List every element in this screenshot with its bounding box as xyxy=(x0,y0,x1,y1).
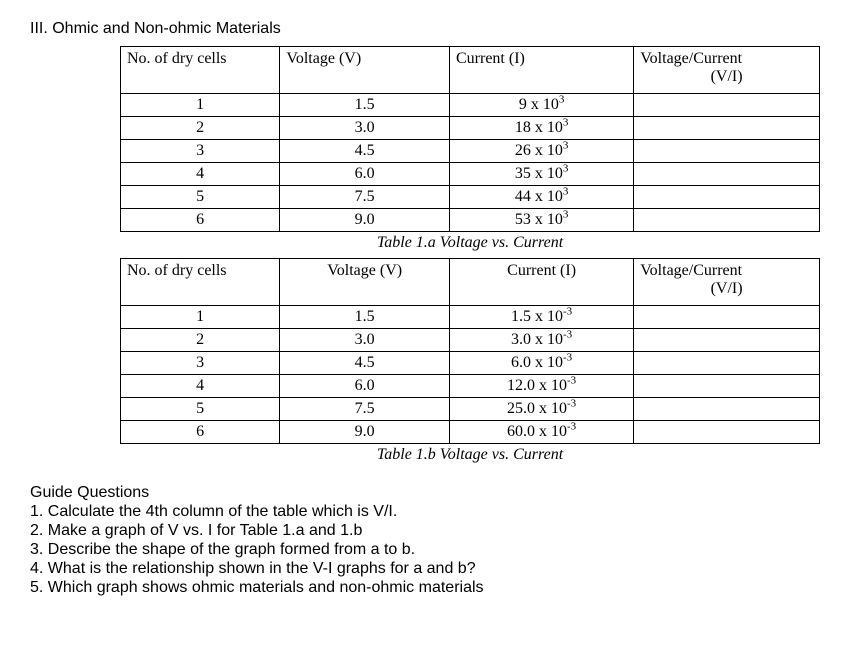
cell-v: 6.0 xyxy=(280,375,450,398)
cell-v: 1.5 xyxy=(280,306,450,329)
table-row: 3 4.5 26 x 103 xyxy=(121,140,820,163)
cell-i: 53 x 103 xyxy=(450,209,634,232)
col-header-vi: Voltage/Current (V/I) xyxy=(634,47,820,94)
cell-n: 1 xyxy=(121,306,280,329)
cell-n: 3 xyxy=(121,352,280,375)
guide-question-1: 1. Calculate the 4th column of the table… xyxy=(30,503,817,521)
cell-i: 18 x 103 xyxy=(450,117,634,140)
col-header-cells: No. of dry cells xyxy=(121,47,280,94)
cell-v: 6.0 xyxy=(280,163,450,186)
cell-i: 1.5 x 10-3 xyxy=(450,306,634,329)
table-row: 3 4.5 6.0 x 10-3 xyxy=(121,352,820,375)
vi-header-text: Voltage/Current xyxy=(640,50,742,67)
cell-v: 1.5 xyxy=(280,94,450,117)
vi-header-text: Voltage/Current xyxy=(640,262,742,279)
cell-v: 7.5 xyxy=(280,186,450,209)
cell-i: 35 x 103 xyxy=(450,163,634,186)
table-row: 1 1.5 9 x 103 xyxy=(121,94,820,117)
table-1a-header-row: No. of dry cells Voltage (V) Current (I)… xyxy=(121,47,820,94)
col-header-current: Current (I) xyxy=(450,47,634,94)
table-1a: No. of dry cells Voltage (V) Current (I)… xyxy=(120,46,820,232)
cell-v: 3.0 xyxy=(280,329,450,352)
cell-vi xyxy=(634,117,820,140)
cell-vi xyxy=(634,163,820,186)
cell-vi xyxy=(634,421,820,444)
cell-vi xyxy=(634,306,820,329)
cell-vi xyxy=(634,209,820,232)
cell-i: 26 x 103 xyxy=(450,140,634,163)
cell-i: 12.0 x 10-3 xyxy=(450,375,634,398)
table-row: 6 9.0 53 x 103 xyxy=(121,209,820,232)
cell-n: 4 xyxy=(121,163,280,186)
guide-question-3: 3. Describe the shape of the graph forme… xyxy=(30,541,817,559)
table-row: 5 7.5 44 x 103 xyxy=(121,186,820,209)
col-header-voltage: Voltage (V) xyxy=(280,259,450,306)
cell-i: 44 x 103 xyxy=(450,186,634,209)
cell-n: 4 xyxy=(121,375,280,398)
cell-n: 5 xyxy=(121,398,280,421)
cell-v: 9.0 xyxy=(280,209,450,232)
cell-n: 5 xyxy=(121,186,280,209)
table-1b: No. of dry cells Voltage (V) Current (I)… xyxy=(120,258,820,444)
table-1a-caption: Table 1.a Voltage vs. Current xyxy=(120,234,820,252)
col-header-current: Current (I) xyxy=(450,259,634,306)
guide-question-5: 5. Which graph shows ohmic materials and… xyxy=(30,579,817,597)
col-header-vi: Voltage/Current (V/I) xyxy=(634,259,820,306)
table-row: 6 9.0 60.0 x 10-3 xyxy=(121,421,820,444)
cell-i: 6.0 x 10-3 xyxy=(450,352,634,375)
table-1b-header-row: No. of dry cells Voltage (V) Current (I)… xyxy=(121,259,820,306)
cell-vi xyxy=(634,398,820,421)
cell-i: 60.0 x 10-3 xyxy=(450,421,634,444)
cell-v: 4.5 xyxy=(280,352,450,375)
cell-vi xyxy=(634,94,820,117)
cell-n: 3 xyxy=(121,140,280,163)
cell-vi xyxy=(634,352,820,375)
table-row: 1 1.5 1.5 x 10-3 xyxy=(121,306,820,329)
guide-question-2: 2. Make a graph of V vs. I for Table 1.a… xyxy=(30,522,817,540)
cell-vi xyxy=(634,375,820,398)
cell-v: 3.0 xyxy=(280,117,450,140)
table-row: 4 6.0 12.0 x 10-3 xyxy=(121,375,820,398)
cell-n: 2 xyxy=(121,329,280,352)
guide-question-4: 4. What is the relationship shown in the… xyxy=(30,560,817,578)
cell-v: 7.5 xyxy=(280,398,450,421)
table-row: 4 6.0 35 x 103 xyxy=(121,163,820,186)
cell-v: 9.0 xyxy=(280,421,450,444)
section-heading: III. Ohmic and Non-ohmic Materials xyxy=(30,20,817,38)
vi-header-sub: (V/I) xyxy=(711,68,743,85)
guide-questions-heading: Guide Questions xyxy=(30,484,817,502)
col-header-voltage: Voltage (V) xyxy=(280,47,450,94)
table-1b-caption: Table 1.b Voltage vs. Current xyxy=(120,446,820,464)
cell-n: 6 xyxy=(121,421,280,444)
cell-vi xyxy=(634,186,820,209)
cell-vi xyxy=(634,140,820,163)
cell-i: 3.0 x 10-3 xyxy=(450,329,634,352)
col-header-cells: No. of dry cells xyxy=(121,259,280,306)
cell-vi xyxy=(634,329,820,352)
cell-i: 9 x 103 xyxy=(450,94,634,117)
cell-n: 2 xyxy=(121,117,280,140)
table-row: 2 3.0 18 x 103 xyxy=(121,117,820,140)
vi-header-sub: (V/I) xyxy=(711,280,743,297)
cell-v: 4.5 xyxy=(280,140,450,163)
table-row: 5 7.5 25.0 x 10-3 xyxy=(121,398,820,421)
cell-n: 1 xyxy=(121,94,280,117)
table-row: 2 3.0 3.0 x 10-3 xyxy=(121,329,820,352)
cell-i: 25.0 x 10-3 xyxy=(450,398,634,421)
cell-n: 6 xyxy=(121,209,280,232)
